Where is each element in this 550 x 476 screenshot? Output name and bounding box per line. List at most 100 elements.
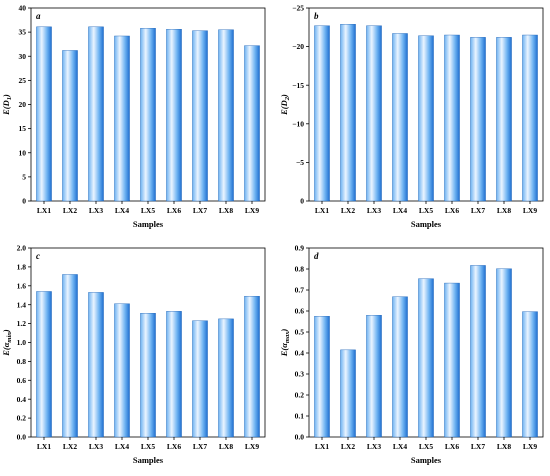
y-axis-title-main: E(D	[1, 100, 11, 116]
bar-lx6	[444, 34, 460, 202]
x-tick-label: LX5	[141, 206, 155, 215]
bar-lx4	[114, 303, 130, 438]
x-tick-label: LX7	[193, 442, 207, 451]
y-tick-label: 10	[19, 148, 27, 157]
y-tick-label: 0.8	[295, 265, 305, 274]
y-tick-label: 1.6	[17, 281, 27, 290]
bar-lx9	[522, 34, 538, 202]
y-axis-title-subscript: 2	[284, 96, 291, 101]
x-tick-label: LX1	[315, 206, 329, 215]
x-axis-title: Samples	[133, 219, 164, 229]
y-tick-label: 20	[19, 100, 27, 109]
y-tick-label: 1.2	[17, 319, 27, 328]
x-tick-label: LX6	[167, 206, 181, 215]
x-tick-label: LX9	[245, 206, 259, 215]
y-tick-label: 0.2	[295, 391, 305, 400]
y-tick-label: 0.1	[295, 412, 305, 421]
y-tick-label: 0.3	[295, 370, 305, 379]
y-axis-title-subscript: min	[6, 332, 13, 343]
x-tick-label: LX1	[37, 442, 51, 451]
bar-lx2	[340, 24, 356, 202]
y-tick-label: 0.4	[17, 395, 27, 404]
chart-panel-c: LX1 LX2 LX3 LX4 LX5 LX6 LX7 LX8 LX9 0.0 0.2 0.4 0.6 0…	[1, 244, 266, 465]
panel-label: d	[314, 251, 319, 261]
x-tick-label: LX4	[115, 442, 129, 451]
bar-lx9	[244, 295, 260, 438]
bar-lx8	[218, 318, 234, 438]
x-tick-label: LX9	[523, 442, 537, 451]
y-tick-label: 35	[19, 28, 27, 37]
y-tick-label: −10	[292, 119, 304, 128]
y-tick-label: 0	[22, 197, 26, 206]
y-tick-label: 30	[19, 52, 27, 61]
bar-lx6	[444, 282, 460, 438]
y-tick-label: 15	[19, 124, 27, 133]
bar-lx8	[496, 268, 512, 438]
bar-lx7	[470, 37, 486, 202]
bar-lx1	[36, 26, 52, 202]
y-tick-label: 0.9	[295, 244, 305, 253]
bar-lx5	[140, 28, 156, 202]
y-tick-label: 0.4	[295, 349, 305, 358]
x-axis-title: Samples	[133, 455, 164, 465]
x-tick-label: LX4	[115, 206, 129, 215]
x-tick-label: LX4	[393, 442, 407, 451]
bar-lx2	[62, 274, 78, 438]
bar-lx6	[166, 311, 182, 438]
bar-lx4	[114, 35, 130, 202]
x-tick-label: LX2	[341, 206, 355, 215]
x-tick-label: LX3	[367, 206, 381, 215]
bar-lx1	[314, 25, 330, 202]
y-tick-label: 0	[300, 197, 304, 206]
y-axis-title-tail: )	[1, 329, 11, 333]
x-tick-label: LX5	[141, 442, 155, 451]
y-axis-title-tail: )	[279, 94, 289, 98]
x-tick-label: LX7	[193, 206, 207, 215]
y-tick-label: 0.6	[17, 376, 27, 385]
x-tick-label: LX4	[393, 206, 407, 215]
y-tick-label: 1.0	[17, 338, 27, 347]
y-axis-title-subscript: max	[284, 331, 291, 343]
x-tick-label: LX1	[37, 206, 51, 215]
panel-label: b	[314, 11, 319, 21]
x-tick-label: LX5	[419, 206, 433, 215]
x-tick-label: LX9	[245, 442, 259, 451]
y-tick-label: 2.0	[17, 244, 27, 253]
y-tick-label: 0.2	[17, 414, 27, 423]
y-axis-title: E(αmin)	[1, 329, 13, 357]
y-axis-title-main: E(D	[279, 100, 289, 116]
y-axis-title: E(D2)	[279, 94, 291, 116]
bar-lx2	[62, 50, 78, 202]
x-tick-label: LX2	[341, 442, 355, 451]
y-axis-title: E(D1)	[1, 94, 13, 116]
bar-lx9	[522, 311, 538, 438]
x-tick-label: LX8	[497, 206, 511, 215]
bar-lx3	[366, 315, 382, 438]
bar-lx7	[192, 320, 208, 438]
bar-lx7	[192, 30, 208, 202]
y-tick-label: −25	[292, 4, 304, 13]
chart-panel-d: LX1 LX2 LX3 LX4 LX5 LX6 LX7 LX8 LX9 0.0 0.1 0.2 0.3 0…	[279, 244, 544, 465]
bar-lx4	[392, 33, 408, 202]
bar-lx1	[314, 316, 330, 438]
y-tick-label: 1.4	[17, 300, 27, 309]
bar-lx3	[88, 26, 104, 202]
x-tick-label: LX2	[63, 206, 77, 215]
chart-panel-b: LX1 LX2 LX3 LX4 LX5 LX6 LX7 LX8 LX9 0 −5 −10 −15 −20 −…	[279, 4, 544, 229]
y-tick-label: 40	[19, 4, 27, 13]
bar-lx5	[418, 278, 434, 438]
x-tick-label: LX8	[219, 442, 233, 451]
x-tick-label: LX6	[445, 206, 459, 215]
x-axis-title: Samples	[411, 455, 442, 465]
bar-lx8	[496, 37, 512, 202]
y-axis-title-main: E(α	[1, 342, 11, 357]
x-tick-label: LX3	[89, 442, 103, 451]
bar-lx3	[366, 25, 382, 202]
bar-lx1	[36, 291, 52, 438]
y-tick-label: 0.0	[17, 433, 27, 442]
y-axis-title-tail: )	[1, 94, 11, 98]
x-tick-label: LX6	[445, 442, 459, 451]
x-tick-label: LX8	[497, 442, 511, 451]
